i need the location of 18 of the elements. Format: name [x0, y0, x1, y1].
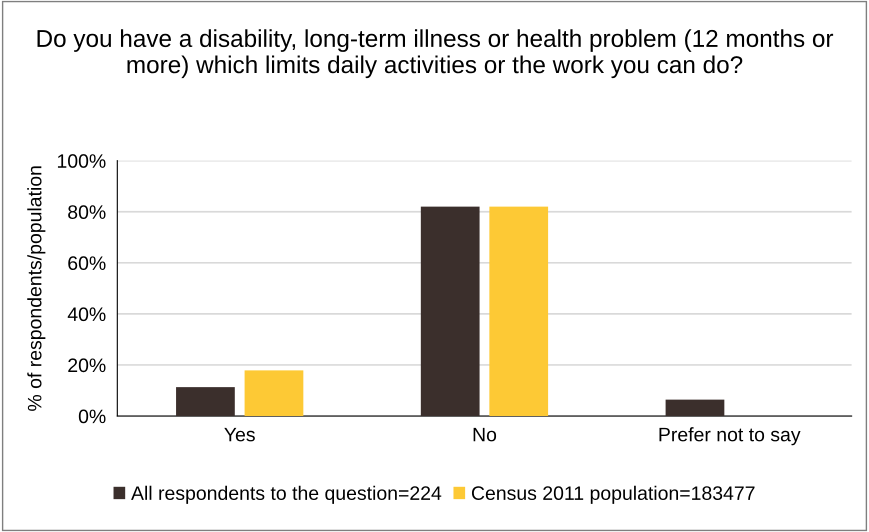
x-tick-label: No — [474, 428, 496, 442]
y-axis-title: % of respondents/population — [27, 166, 46, 411]
bar — [489, 206, 548, 416]
y-tick-label: 100% — [58, 154, 106, 168]
x-tick-label: Prefer not to say — [660, 427, 801, 446]
x-tick-label: Yes — [224, 428, 255, 442]
y-tick-label: 40% — [68, 307, 106, 322]
y-tick-label: 20% — [68, 358, 106, 372]
y-tick-label: 80% — [68, 205, 106, 219]
legend-label: All respondents to the question=224 — [131, 486, 442, 504]
y-tick-label: 0% — [78, 409, 106, 424]
y-tick-label: 60% — [68, 256, 106, 270]
bar — [666, 400, 724, 416]
legend-label: Census 2011 population=183477 — [472, 486, 755, 504]
bar — [176, 387, 235, 416]
bar — [244, 370, 304, 416]
bar — [420, 206, 480, 416]
chart-title: Do you have a disability, long-term illness or health problem (12 months or more) which limits daily activities or the work you can do? — [38, 29, 834, 78]
